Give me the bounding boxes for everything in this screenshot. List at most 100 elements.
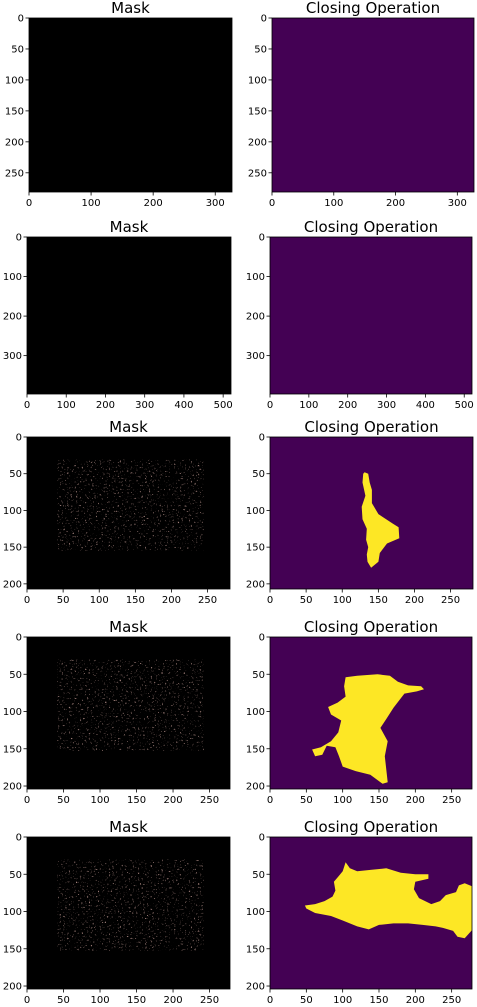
x-tick-label: 50 [300, 995, 313, 1006]
panel-title: Mask [109, 618, 148, 636]
y-tick-label: 100 [3, 506, 22, 517]
y-tick-label: 200 [246, 782, 265, 793]
panel-title: Mask [111, 0, 150, 17]
panel-10: Closing Operation 0 50 100 150 200 250 0 50 100 15… [246, 818, 473, 1006]
x-tick-label: 150 [127, 995, 146, 1006]
x-tick-label: 300 [206, 198, 225, 209]
x-tick-label: 250 [198, 595, 217, 606]
x-tick-label: 50 [57, 595, 70, 606]
x-tick-label: 150 [369, 995, 388, 1006]
x-tick-label: 200 [406, 795, 425, 806]
panel-1: Mask 0 100 200 300 0 50 100 150 200 250 [5, 0, 233, 209]
y-tick-label: 0 [16, 833, 22, 844]
x-tick-label: 100 [57, 400, 76, 411]
x-tick-label: 400 [416, 400, 435, 411]
y-tick-label: 50 [9, 670, 22, 681]
y-tick-label: 200 [246, 312, 265, 323]
x-tick-label: 0 [267, 400, 273, 411]
y-tick-label: 250 [5, 168, 24, 179]
mask-speckle [57, 459, 204, 551]
panel-title: Closing Operation [304, 218, 438, 236]
x-tick-label: 0 [24, 795, 30, 806]
axes-frame [26, 636, 231, 790]
y-tick-label: 50 [9, 870, 22, 881]
y-tick-label: 150 [3, 543, 22, 554]
x-tick-label: 250 [442, 795, 461, 806]
y-tick-label: 0 [259, 433, 265, 444]
y-tick-label: 0 [261, 14, 267, 25]
x-tick-label: 50 [300, 795, 313, 806]
x-tick-label: 200 [162, 595, 181, 606]
x-tick-label: 100 [333, 595, 352, 606]
axes-frame [269, 236, 473, 395]
y-tick-label: 50 [254, 44, 267, 55]
y-tick-label: 300 [246, 351, 265, 362]
mask-image [27, 237, 231, 394]
x-tick-label: 50 [57, 795, 70, 806]
x-tick-label: 0 [269, 198, 275, 209]
y-tick-label: 0 [16, 233, 22, 244]
x-tick-label: 0 [26, 198, 32, 209]
x-tick-label: 200 [406, 995, 425, 1006]
panel-8: Closing Operation 0 50 100 150 200 250 0 50 100 15… [246, 618, 473, 806]
axes-frame [26, 836, 231, 990]
y-tick-label: 200 [3, 982, 22, 993]
closed-region [312, 674, 424, 784]
y-tick-label: 150 [246, 543, 265, 554]
y-tick-label: 50 [252, 870, 265, 881]
y-tick-label: 0 [259, 633, 265, 644]
panel-2: Closing Operation 0 100 200 300 0 50 100 150 200 2… [248, 0, 475, 209]
panel-title: Closing Operation [304, 618, 438, 636]
x-tick-label: 250 [200, 795, 219, 806]
y-tick-label: 100 [246, 707, 265, 718]
panel-9: Mask 0 50 100 150 200 250 0 50 100 150 200 [3, 818, 231, 1006]
x-tick-label: 0 [24, 595, 30, 606]
x-tick-label: 100 [333, 995, 352, 1006]
x-tick-label: 500 [214, 400, 233, 411]
y-tick-label: 100 [3, 907, 22, 918]
panel-title: Mask [109, 818, 148, 836]
closing-background [272, 18, 474, 192]
y-tick-label: 100 [246, 506, 265, 517]
x-tick-label: 100 [299, 400, 318, 411]
y-tick-label: 0 [259, 833, 265, 844]
y-tick-label: 200 [3, 312, 22, 323]
y-tick-label: 100 [3, 707, 22, 718]
y-tick-label: 150 [3, 744, 22, 755]
panel-4: Closing Operation 0 100 200 300 400 500 0 100 200… [246, 218, 474, 411]
mask-speckle [57, 659, 204, 751]
x-tick-label: 150 [126, 595, 145, 606]
panel-3: Mask 0 100 200 300 400 500 0 100 200 300 [3, 218, 233, 411]
x-tick-label: 250 [442, 995, 461, 1006]
x-tick-label: 300 [377, 400, 396, 411]
axes-frame [269, 836, 473, 990]
x-tick-label: 250 [200, 995, 219, 1006]
x-tick-label: 0 [267, 595, 273, 606]
x-tick-label: 200 [144, 198, 163, 209]
x-tick-label: 200 [96, 400, 115, 411]
panel-title: Closing Operation [306, 0, 440, 17]
x-tick-label: 100 [90, 795, 109, 806]
x-tick-label: 150 [369, 795, 388, 806]
mask-speckle [57, 859, 204, 951]
x-tick-label: 0 [267, 795, 273, 806]
x-tick-label: 300 [448, 198, 467, 209]
y-tick-label: 50 [252, 670, 265, 681]
y-tick-label: 100 [246, 907, 265, 918]
panel-7: Mask 0 50 100 150 200 250 0 50 100 150 200 [3, 618, 231, 806]
x-tick-label: 250 [441, 595, 460, 606]
y-tick-label: 200 [3, 579, 22, 590]
x-tick-label: 100 [90, 995, 109, 1006]
x-tick-label: 50 [57, 995, 70, 1006]
y-tick-label: 150 [3, 944, 22, 955]
x-tick-label: 150 [127, 795, 146, 806]
y-tick-label: 50 [9, 469, 22, 480]
x-tick-label: 200 [163, 795, 182, 806]
panel-title: Mask [110, 218, 149, 236]
y-tick-label: 100 [5, 75, 24, 86]
x-tick-label: 100 [333, 795, 352, 806]
y-tick-label: 150 [246, 744, 265, 755]
x-tick-label: 0 [267, 995, 273, 1006]
panel-title: Closing Operation [304, 818, 438, 836]
